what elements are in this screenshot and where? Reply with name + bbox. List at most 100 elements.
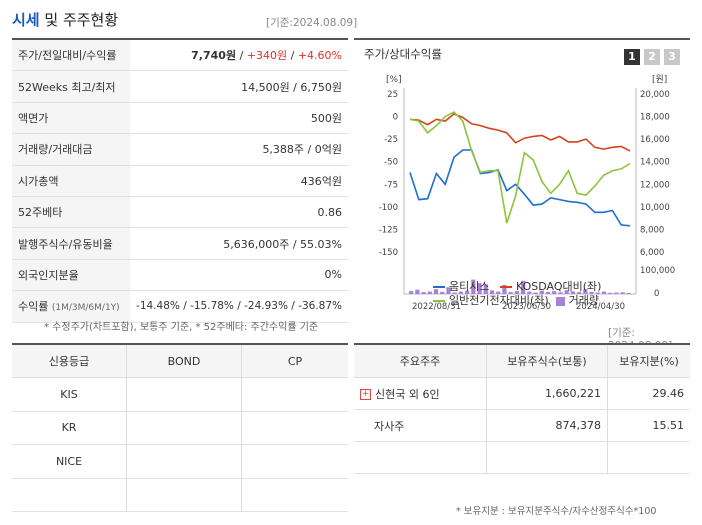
left-tick-label: -150 xyxy=(379,248,398,258)
table-row: 자사주 874,378 15.51 xyxy=(354,409,690,442)
series-line xyxy=(409,112,631,152)
legend-stock: 옴티시스 xyxy=(449,280,490,293)
title-highlight: 시세 xyxy=(12,11,40,29)
cell: KIS xyxy=(12,377,127,412)
table-row: 거래량/거래대금 5,388주 / 0억원 xyxy=(12,133,348,166)
table-row: KIS xyxy=(12,377,348,412)
volume-bar xyxy=(433,289,439,294)
cell xyxy=(126,444,242,479)
volume-bar xyxy=(533,292,538,294)
table-row: 액면가 500원 xyxy=(12,102,348,135)
col-header: 신용등급 xyxy=(12,343,127,378)
row-label: 시가총액 xyxy=(12,165,131,197)
table-row: KR xyxy=(12,411,348,445)
chart-page-1[interactable]: 1 xyxy=(624,49,640,65)
holder-shares: 1,660,221 xyxy=(486,377,608,410)
row-value: 5,388주 / 0억원 xyxy=(130,133,348,166)
table-footnote: * 수정주가(차트포함), 보통주 기준, * 52주베타: 주간수익률 기준 xyxy=(44,322,319,333)
return-1y: -36.87% xyxy=(298,300,342,313)
table-row: 외국인지분율 0% xyxy=(12,259,348,292)
expand-plus-icon[interactable]: + xyxy=(360,389,371,400)
left-tick-label: -125 xyxy=(379,225,398,235)
right-tick-label: 20,000 xyxy=(640,90,670,100)
row-label: 액면가 xyxy=(12,102,131,135)
market-info-table: 주가/전일대비/수익률 7,740원 / +340원 / +4.60% 52We… xyxy=(12,38,348,323)
legend-swatch-sector xyxy=(433,300,445,302)
volume-bar xyxy=(514,291,519,294)
volume-bar xyxy=(477,283,482,294)
left-tick-label: 25 xyxy=(387,90,398,100)
left-tick-label: -100 xyxy=(379,203,398,213)
volume-bar xyxy=(489,290,495,294)
right-tick-label: 6,000 xyxy=(640,248,664,258)
legend-volume: 거래량 xyxy=(568,294,600,307)
price-change: +340원 xyxy=(246,49,288,63)
col-header: 주요주주 xyxy=(354,343,487,378)
cell xyxy=(241,411,348,445)
volume-bar xyxy=(583,289,588,294)
holders-footnote: * 보유지분 : 보유지분주식수/자수산정주식수*100 xyxy=(456,506,657,517)
cell: NICE xyxy=(12,444,127,479)
volume-bar xyxy=(552,291,557,294)
title-rest: 및 주주현황 xyxy=(39,11,119,29)
volume-bar xyxy=(608,292,613,294)
volume-bar xyxy=(527,291,532,294)
volume-tick-label: 0 xyxy=(654,289,659,299)
return-3m: -15.78% xyxy=(190,300,234,313)
volume-bar xyxy=(614,292,619,294)
volume-bar xyxy=(508,292,513,294)
return-6m: -24.93% xyxy=(244,300,288,313)
table-row: 주가/전일대비/수익률 7,740원 / +340원 / +4.60% xyxy=(12,38,348,72)
left-axis-unit: [%] xyxy=(386,75,402,85)
holder-pct: 15.51 xyxy=(607,409,690,442)
holder-name-cell[interactable]: + 신현국 외 6인 xyxy=(354,377,487,410)
volume-bar xyxy=(626,293,631,294)
row-value: 0.86 xyxy=(130,196,348,229)
cell xyxy=(126,411,242,445)
chart-legend: 옴티시스 KOSDAQ대비(좌) xyxy=(433,278,601,294)
left-tick-label: 0 xyxy=(393,113,398,123)
chart-title: 주가/상대수익률 xyxy=(364,47,442,61)
right-axis-unit: [원] xyxy=(652,74,667,85)
table-row xyxy=(12,478,348,512)
table-row xyxy=(354,441,690,474)
holder-shares: 874,378 xyxy=(486,409,608,442)
series-line xyxy=(409,111,631,224)
col-header: 보유주식수(보통) xyxy=(486,343,608,378)
returns-label-sub: (1M/3M/6M/1Y) xyxy=(51,303,120,314)
legend-swatch-kosdaq xyxy=(499,286,512,288)
cell xyxy=(241,478,348,512)
left-tick-label: -25 xyxy=(384,135,398,145)
volume-bar xyxy=(589,291,594,294)
table-row: 52Weeks 최고/최저 14,500원 / 6,750원 xyxy=(12,70,348,103)
volume-bar xyxy=(421,292,426,294)
volume-bar xyxy=(415,289,420,294)
chart-page-2[interactable]: 2 xyxy=(644,49,660,65)
holder-pct xyxy=(607,441,690,474)
volume-bar xyxy=(570,291,575,294)
row-value: 436억원 xyxy=(130,165,348,197)
row-value: 500원 xyxy=(130,102,348,135)
volume-bar xyxy=(409,291,414,294)
current-price: 7,740원 xyxy=(191,49,237,63)
cell: KR xyxy=(12,411,127,445)
volume-tick-label: 100,000 xyxy=(640,266,675,276)
right-tick-label: 18,000 xyxy=(640,113,670,123)
table-row: 시가총액 436억원 xyxy=(12,165,348,197)
holder-name: 자사주 xyxy=(354,409,487,442)
volume-bar xyxy=(446,287,451,294)
volume-bar xyxy=(471,279,476,294)
cell xyxy=(126,478,242,512)
chart-page-3[interactable]: 3 xyxy=(664,49,680,65)
credit-rating-table: 신용등급 BOND CP KIS KR NICE xyxy=(12,343,348,512)
volume-bar xyxy=(539,290,544,294)
x-tick-label: 2024/04/30 xyxy=(576,302,625,312)
table-header-row: 신용등급 BOND CP xyxy=(12,343,348,378)
row-label: 수익률 (1M/3M/6M/1Y) xyxy=(12,290,131,323)
table-header-row: 주요주주 보유주식수(보통) 보유지분(%) xyxy=(354,343,690,378)
volume-bar xyxy=(440,291,445,294)
date-reference: [기준:2024.08.09] xyxy=(266,17,358,29)
return-1m: -14.48% xyxy=(136,300,180,313)
